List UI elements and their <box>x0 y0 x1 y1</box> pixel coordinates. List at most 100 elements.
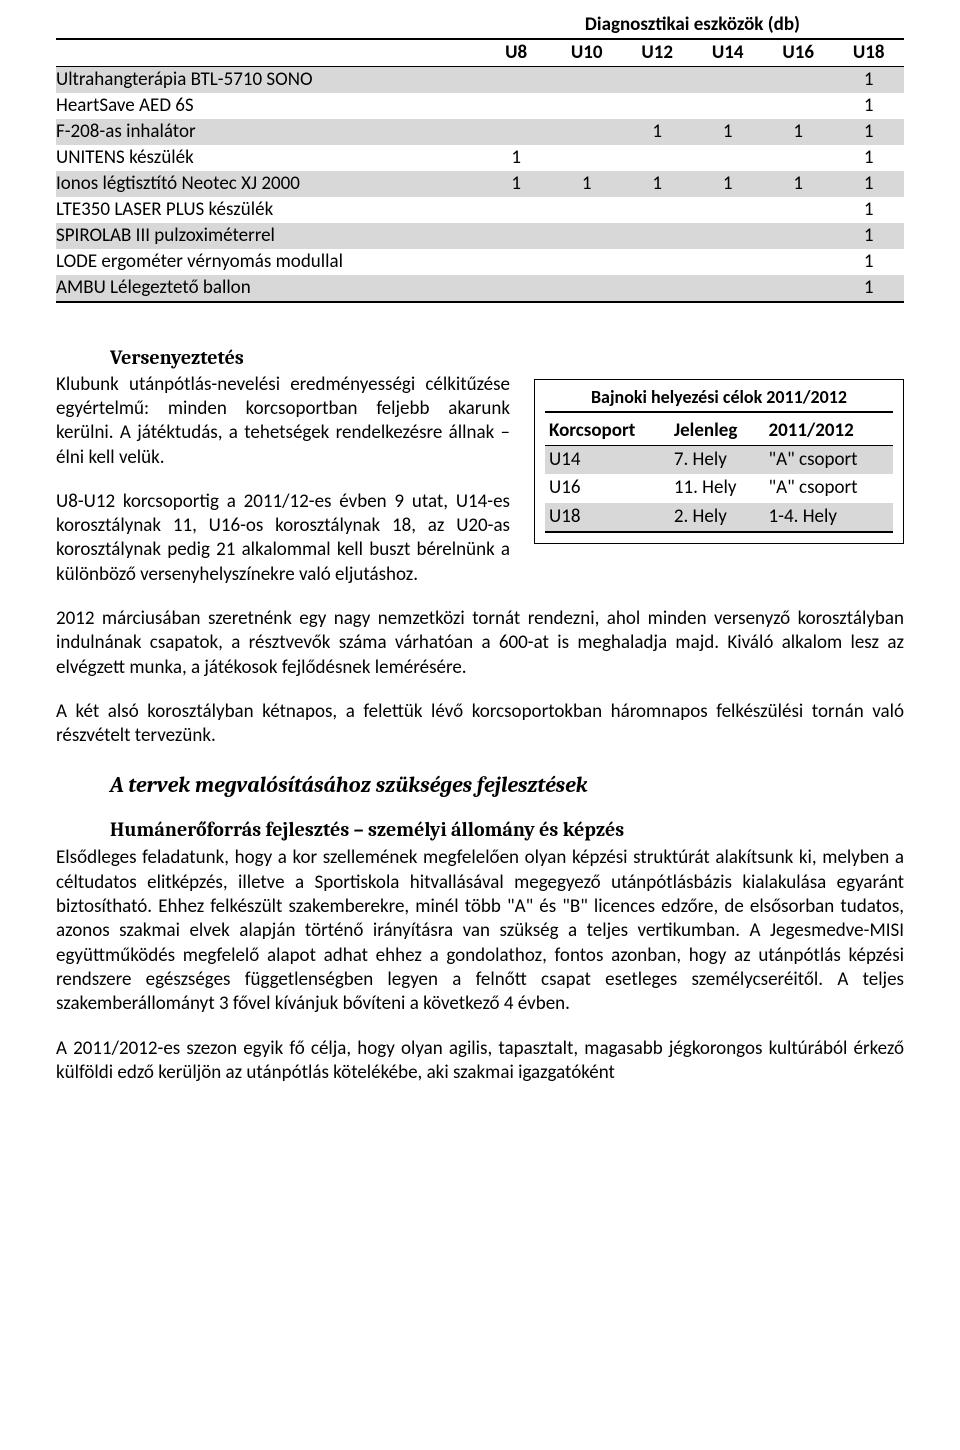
table-row: HeartSave AED 6S 1 <box>56 93 904 119</box>
cell <box>622 223 693 249</box>
cell: 1 <box>833 145 904 171</box>
cell <box>692 145 763 171</box>
goals-row: U147. Hely"A" csoport <box>545 445 893 474</box>
cell: 1 <box>692 119 763 145</box>
goals-cell: U14 <box>545 445 670 474</box>
cell: 1 <box>481 171 552 197</box>
cell: 1 <box>622 119 693 145</box>
cell <box>763 93 834 119</box>
cell: 1 <box>833 93 904 119</box>
diagnostic-tools-table: Diagnosztikai eszközök (db) U8 U10 U12 U… <box>56 12 904 303</box>
cell <box>551 275 622 302</box>
cell <box>481 275 552 302</box>
goals-cell: 2. Hely <box>670 503 765 532</box>
cell: 1 <box>833 119 904 145</box>
cell <box>692 223 763 249</box>
row-label: LTE350 LASER PLUS készülék <box>56 197 481 223</box>
cell <box>763 145 834 171</box>
col-u18: U18 <box>833 39 904 67</box>
cell <box>481 119 552 145</box>
cell: 1 <box>833 197 904 223</box>
cell <box>692 93 763 119</box>
heading-versenyeztetes: Versenyeztetés <box>56 345 904 371</box>
cell: 1 <box>551 171 622 197</box>
cell <box>481 93 552 119</box>
table-row: LODE ergométer vérnyomás modullal 1 <box>56 249 904 275</box>
goals-box: Bajnoki helyezési célok 2011/2012 Korcso… <box>534 379 904 544</box>
goals-header-row: Korcsoport Jelenleg 2011/2012 <box>545 417 893 446</box>
cell <box>692 275 763 302</box>
cell: 1 <box>763 171 834 197</box>
cell: 1 <box>622 171 693 197</box>
goals-cell: 11. Hely <box>670 474 765 502</box>
goals-col-1: Korcsoport <box>545 417 670 446</box>
goals-cell: U18 <box>545 503 670 532</box>
cell: 1 <box>481 145 552 171</box>
goals-cell: U16 <box>545 474 670 502</box>
col-u14: U14 <box>692 39 763 67</box>
row-label: AMBU Lélegeztető ballon <box>56 275 481 302</box>
goals-col-3: 2011/2012 <box>765 417 893 446</box>
cell: 1 <box>833 171 904 197</box>
cell: 1 <box>692 171 763 197</box>
cell <box>622 197 693 223</box>
cell <box>551 119 622 145</box>
col-u16: U16 <box>763 39 834 67</box>
cell <box>692 197 763 223</box>
table-row: UNITENS készülék11 <box>56 145 904 171</box>
cell <box>551 249 622 275</box>
goals-col-2: Jelenleg <box>670 417 765 446</box>
cell: 1 <box>763 119 834 145</box>
cell: 1 <box>833 249 904 275</box>
goals-box-title: Bajnoki helyezési célok 2011/2012 <box>545 386 893 413</box>
cell <box>763 249 834 275</box>
row-label: F-208-as inhalátor <box>56 119 481 145</box>
cell <box>551 197 622 223</box>
goals-cell: "A" csoport <box>765 474 893 502</box>
table-row: Ionos légtisztító Neotec XJ 2000111111 <box>56 171 904 197</box>
row-label: Ionos légtisztító Neotec XJ 2000 <box>56 171 481 197</box>
cell <box>763 275 834 302</box>
cell: 1 <box>833 275 904 302</box>
goals-row: U1611. Hely"A" csoport <box>545 474 893 502</box>
cell <box>551 67 622 94</box>
heading-human: Humánerőforrás fejlesztés – személyi áll… <box>56 817 904 843</box>
cell: 1 <box>833 223 904 249</box>
cell <box>481 223 552 249</box>
heading-tervek: A tervek megvalósításához szükséges fejl… <box>56 771 904 799</box>
cell <box>622 93 693 119</box>
table-row: SPIROLAB III pulzoximéterrel 1 <box>56 223 904 249</box>
goals-row: U182. Hely1-4. Hely <box>545 503 893 532</box>
cell <box>763 197 834 223</box>
cell <box>481 249 552 275</box>
goals-cell: 7. Hely <box>670 445 765 474</box>
cell <box>622 145 693 171</box>
table-row: AMBU Lélegeztető ballon 1 <box>56 275 904 302</box>
col-u10: U10 <box>551 39 622 67</box>
goals-cell: 1-4. Hely <box>765 503 893 532</box>
table-header-row: U8 U10 U12 U14 U16 U18 <box>56 39 904 67</box>
table-title: Diagnosztikai eszközök (db) <box>481 12 904 39</box>
cell <box>551 223 622 249</box>
cell <box>692 249 763 275</box>
cell <box>622 249 693 275</box>
row-label: UNITENS készülék <box>56 145 481 171</box>
row-label: SPIROLAB III pulzoximéterrel <box>56 223 481 249</box>
cell <box>763 223 834 249</box>
paragraph-3: 2012 márciusában szeretnénk egy nagy nem… <box>56 607 904 680</box>
table-row: F-208-as inhalátor1111 <box>56 119 904 145</box>
col-u12: U12 <box>622 39 693 67</box>
goals-cell: "A" csoport <box>765 445 893 474</box>
paragraph-4: A két alsó korosztályban kétnapos, a fel… <box>56 700 904 749</box>
cell <box>692 67 763 94</box>
paragraph-6: A 2011/2012-es szezon egyik fő célja, ho… <box>56 1037 904 1086</box>
row-label: HeartSave AED 6S <box>56 93 481 119</box>
cell <box>481 67 552 94</box>
goals-table: Korcsoport Jelenleg 2011/2012 U147. Hely… <box>545 417 893 533</box>
cell <box>551 145 622 171</box>
row-label: Ultrahangterápia BTL-5710 SONO <box>56 67 481 94</box>
cell <box>622 275 693 302</box>
table-title-row: Diagnosztikai eszközök (db) <box>56 12 904 39</box>
row-label: LODE ergométer vérnyomás modullal <box>56 249 481 275</box>
cell: 1 <box>833 67 904 94</box>
